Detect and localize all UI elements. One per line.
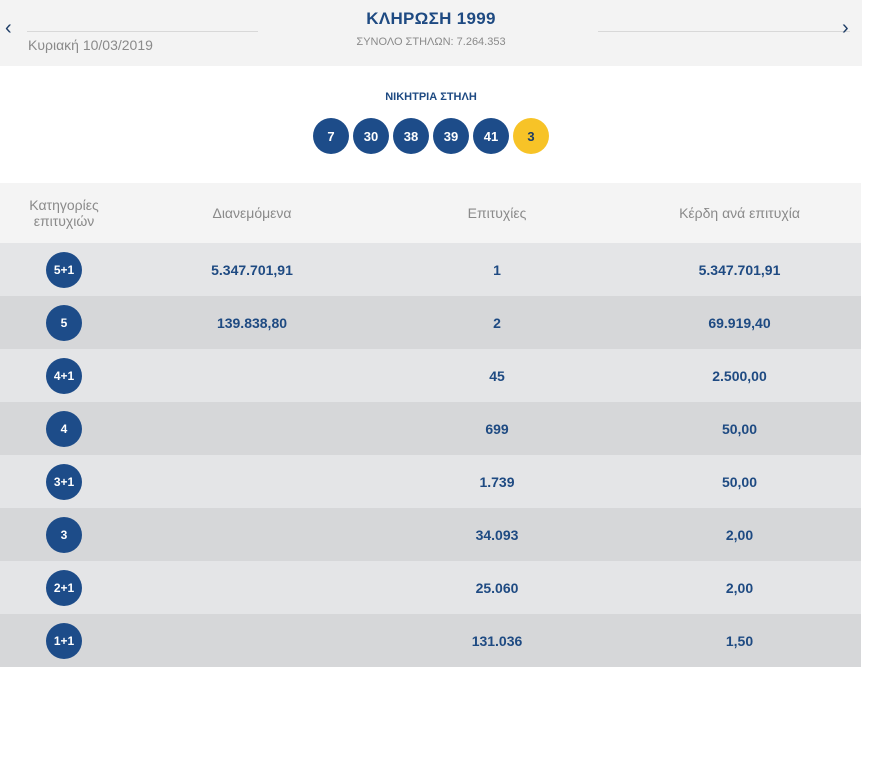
- table-row: 5+1 5.347.701,91 1 5.347.701,91: [0, 243, 861, 296]
- chevron-right-icon[interactable]: ›: [842, 17, 849, 39]
- table-row: 2+1 25.060 2,00: [0, 561, 861, 614]
- number-ball: 30: [353, 118, 389, 154]
- prize-table: Κατηγορίες επιτυχιών Διανεμόμενα Επιτυχί…: [0, 183, 861, 667]
- winners-cell: 131.036: [471, 632, 523, 649]
- prize-cell: 69.919,40: [708, 314, 771, 331]
- category-cell: 3: [0, 516, 128, 553]
- header-prize: Κέρδη ανά επιτυχία: [679, 205, 800, 221]
- winning-numbers: 7 30 38 39 41 3: [0, 118, 862, 154]
- category-cell: 2+1: [0, 569, 128, 606]
- category-badge: 3: [46, 516, 82, 553]
- table-row: 4 699 50,00: [0, 402, 861, 455]
- category-cell: 3+1: [0, 463, 128, 500]
- winning-column-label: ΝΙΚΗΤΡΙΑ ΣΤΗΛΗ: [385, 91, 477, 103]
- category-badge: 3+1: [46, 463, 82, 500]
- winners-cell: 699: [485, 420, 509, 437]
- number-ball: 7: [313, 118, 349, 154]
- draw-title: ΚΛΗΡΩΣΗ 1999: [366, 9, 496, 28]
- divider-right: [598, 31, 850, 32]
- winners-cell: 1: [493, 261, 501, 278]
- prize-cell: 2,00: [725, 526, 754, 543]
- prize-cell: 1,50: [725, 632, 754, 649]
- table-row: 5 139.838,80 2 69.919,40: [0, 296, 861, 349]
- draw-header: ‹ Κυριακή 10/03/2019 ΚΛΗΡΩΣΗ 1999 ΣΥΝΟΛΟ…: [0, 0, 862, 66]
- draw-date: Κυριακή 10/03/2019: [28, 37, 153, 53]
- prize-cell: 2,00: [725, 579, 754, 596]
- divider-left: [27, 31, 258, 32]
- category-cell: 5+1: [0, 251, 128, 288]
- number-ball: 38: [393, 118, 429, 154]
- winners-cell: 34.093: [475, 526, 519, 543]
- winners-cell: 25.060: [475, 579, 519, 596]
- distributed-cell: 139.838,80: [216, 314, 288, 331]
- distributed-cell: 5.347.701,91: [211, 261, 293, 278]
- category-badge: 4: [46, 410, 82, 447]
- winners-cell: 1.739: [479, 473, 515, 490]
- table-row: 4+1 45 2.500,00: [0, 349, 861, 402]
- joker-ball: 3: [513, 118, 549, 154]
- chevron-left-icon[interactable]: ‹: [5, 17, 12, 39]
- category-badge: 5+1: [46, 251, 82, 288]
- table-row: 1+1 131.036 1,50: [0, 614, 861, 667]
- prize-cell: 2.500,00: [712, 367, 767, 384]
- category-cell: 4+1: [0, 357, 128, 394]
- category-badge: 1+1: [46, 622, 82, 659]
- header-categories: Κατηγορίες επιτυχιών: [29, 197, 99, 229]
- table-row: 3 34.093 2,00: [0, 508, 861, 561]
- header-distributed: Διανεμόμενα: [212, 205, 292, 221]
- category-badge: 2+1: [46, 569, 82, 606]
- category-cell: 4: [0, 410, 128, 447]
- winners-cell: 2: [493, 314, 501, 331]
- table-row: 3+1 1.739 50,00: [0, 455, 861, 508]
- table-header: Κατηγορίες επιτυχιών Διανεμόμενα Επιτυχί…: [0, 183, 861, 243]
- number-ball: 39: [433, 118, 469, 154]
- category-cell: 5: [0, 304, 128, 341]
- category-cell: 1+1: [0, 622, 128, 659]
- header-winners: Επιτυχίες: [467, 205, 527, 221]
- category-badge: 5: [46, 304, 82, 341]
- number-ball: 41: [473, 118, 509, 154]
- total-columns: ΣΥΝΟΛΟ ΣΤΗΛΩΝ: 7.264.353: [356, 36, 506, 48]
- category-badge: 4+1: [46, 357, 82, 394]
- prize-cell: 5.347.701,91: [698, 261, 781, 278]
- prize-cell: 50,00: [721, 420, 758, 437]
- prize-cell: 50,00: [721, 473, 758, 490]
- winners-cell: 45: [489, 367, 505, 384]
